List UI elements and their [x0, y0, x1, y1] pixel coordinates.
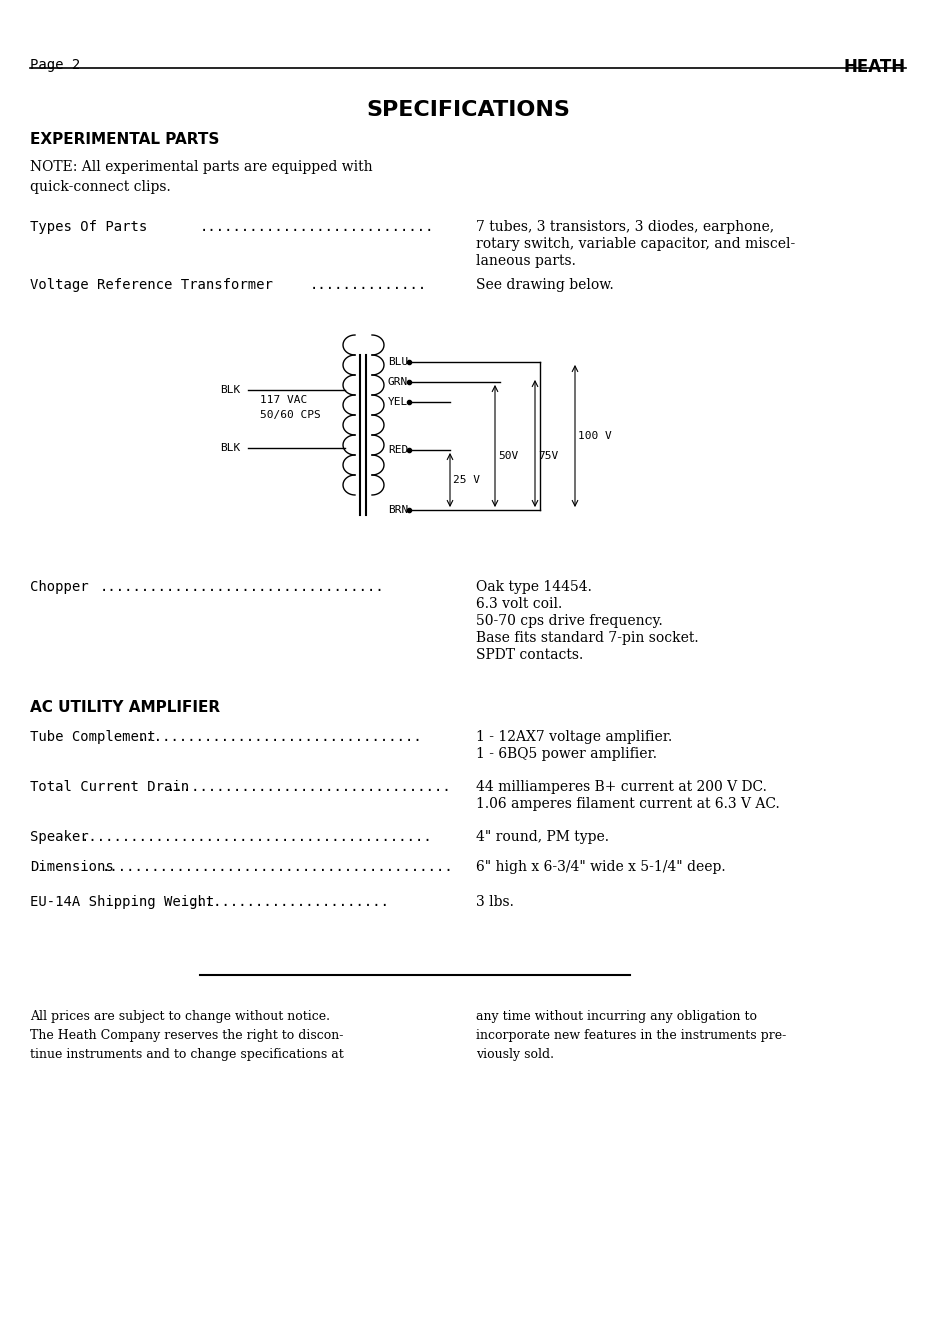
- Text: ..........................................: ........................................…: [102, 861, 454, 874]
- Text: ..................................: ..................................: [100, 580, 385, 594]
- Text: 117 VAC: 117 VAC: [260, 394, 307, 405]
- Text: 50-70 cps drive frequency.: 50-70 cps drive frequency.: [476, 614, 663, 628]
- Text: Oak type 14454.: Oak type 14454.: [476, 580, 592, 594]
- Text: Speaker: Speaker: [30, 830, 89, 845]
- Text: 25 V: 25 V: [453, 475, 480, 485]
- Text: 44 milliamperes B+ current at 200 V DC.: 44 milliamperes B+ current at 200 V DC.: [476, 780, 767, 794]
- Text: laneous parts.: laneous parts.: [476, 254, 576, 268]
- Text: 4" round, PM type.: 4" round, PM type.: [476, 830, 609, 845]
- Text: NOTE: All experimental parts are equipped with
quick-connect clips.: NOTE: All experimental parts are equippe…: [30, 159, 373, 194]
- Text: EXPERIMENTAL PARTS: EXPERIMENTAL PARTS: [30, 131, 219, 147]
- Text: AC UTILITY AMPLIFIER: AC UTILITY AMPLIFIER: [30, 700, 220, 714]
- Text: BLU: BLU: [388, 357, 408, 367]
- Text: GRN: GRN: [388, 377, 408, 386]
- Text: Total Current Drain: Total Current Drain: [30, 780, 189, 794]
- Text: 1.06 amperes filament current at 6.3 V AC.: 1.06 amperes filament current at 6.3 V A…: [476, 797, 780, 811]
- Text: Dimensions: Dimensions: [30, 861, 114, 874]
- Text: 100 V: 100 V: [578, 432, 612, 441]
- Text: YEL: YEL: [388, 397, 408, 406]
- Text: 50/60 CPS: 50/60 CPS: [260, 410, 321, 420]
- Text: HEATH: HEATH: [844, 58, 906, 76]
- Text: All prices are subject to change without notice.
The Heath Company reserves the : All prices are subject to change without…: [30, 1011, 344, 1061]
- Text: any time without incurring any obligation to
incorporate new features in the ins: any time without incurring any obligatio…: [476, 1011, 786, 1061]
- Text: RED: RED: [388, 445, 408, 456]
- Text: Types Of Parts: Types Of Parts: [30, 220, 147, 234]
- Text: 6" high x 6-3/4" wide x 5-1/4" deep.: 6" high x 6-3/4" wide x 5-1/4" deep.: [476, 861, 725, 874]
- Text: See drawing below.: See drawing below.: [476, 278, 614, 292]
- Text: 7 tubes, 3 transistors, 3 diodes, earphone,: 7 tubes, 3 transistors, 3 diodes, earpho…: [476, 220, 774, 234]
- Text: SPDT contacts.: SPDT contacts.: [476, 648, 583, 661]
- Text: Chopper: Chopper: [30, 580, 89, 594]
- Text: 75V: 75V: [538, 452, 558, 461]
- Text: 1 - 6BQ5 power amplifier.: 1 - 6BQ5 power amplifier.: [476, 746, 657, 761]
- Text: ..................................: ..................................: [138, 730, 423, 744]
- Text: BLK: BLK: [220, 385, 241, 394]
- Text: BRN: BRN: [388, 505, 408, 515]
- Text: 6.3 volt coil.: 6.3 volt coil.: [476, 598, 563, 611]
- Text: Page 2: Page 2: [30, 58, 80, 72]
- Text: Tube Complement: Tube Complement: [30, 730, 155, 744]
- Text: Base fits standard 7-pin socket.: Base fits standard 7-pin socket.: [476, 631, 698, 645]
- Text: SPECIFICATIONS: SPECIFICATIONS: [366, 100, 570, 120]
- Text: rotary switch, variable capacitor, and miscel-: rotary switch, variable capacitor, and m…: [476, 236, 796, 251]
- Text: ..................................: ..................................: [167, 780, 451, 794]
- Text: Voltage Reference Transformer: Voltage Reference Transformer: [30, 278, 273, 292]
- Text: ............................: ............................: [200, 220, 434, 234]
- Text: 3 lbs.: 3 lbs.: [476, 895, 514, 908]
- Text: BLK: BLK: [220, 444, 241, 453]
- Text: EU-14A Shipping Weight: EU-14A Shipping Weight: [30, 895, 214, 908]
- Text: ........................: ........................: [188, 895, 389, 908]
- Text: 1 - 12AX7 voltage amplifier.: 1 - 12AX7 voltage amplifier.: [476, 730, 672, 744]
- Text: 50V: 50V: [498, 452, 519, 461]
- Text: ..........................................: ........................................…: [80, 830, 432, 845]
- Text: ..............: ..............: [310, 278, 427, 292]
